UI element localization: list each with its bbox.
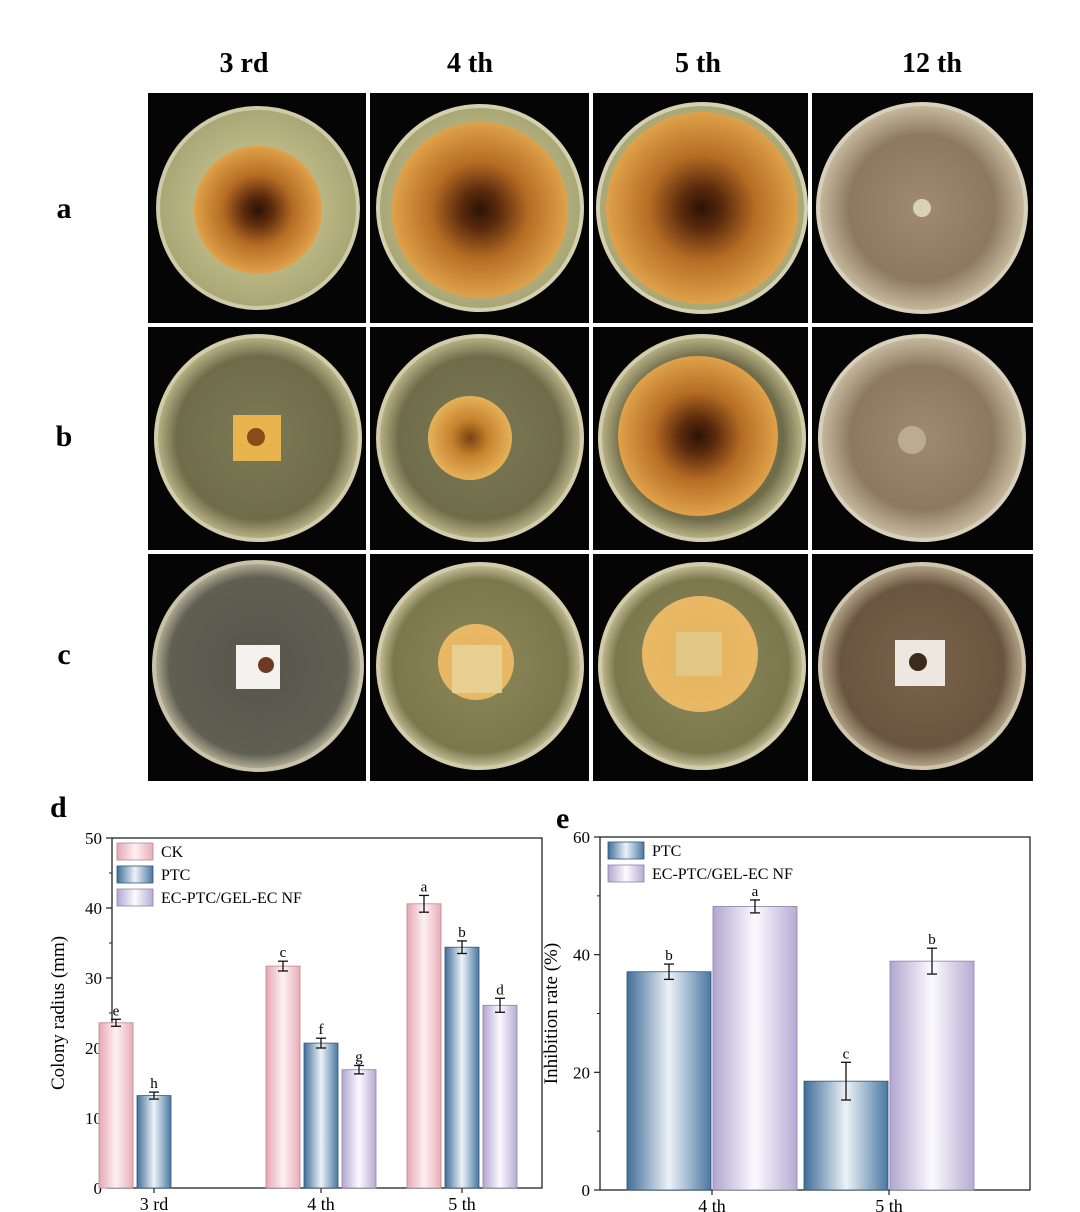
y-tick-label: 60 xyxy=(573,828,590,847)
y-tick-label: 40 xyxy=(85,899,102,918)
legend-swatch xyxy=(607,864,645,883)
x-tick-label: 3 rd xyxy=(140,1194,169,1212)
significance-letter: a xyxy=(421,879,428,895)
significance-letter: c xyxy=(843,1046,850,1062)
bar xyxy=(406,903,442,1189)
significance-letter: e xyxy=(113,1003,120,1019)
photo-divider xyxy=(148,550,1033,554)
significance-letter: g xyxy=(355,1050,363,1066)
day-header-12th: 12 th xyxy=(902,48,962,79)
y-axis-label: Inhibition rate (%) xyxy=(541,943,562,1084)
colony-radius-chart: 0 10 20 30 40 50 Colony radius (mm) 3 rd e h 4 th c… xyxy=(48,829,543,1212)
panel-label-e: e xyxy=(556,802,569,835)
bar xyxy=(626,971,712,1191)
legend-swatch xyxy=(116,842,154,861)
row-label-c: c xyxy=(57,638,70,671)
row-label-a: a xyxy=(57,192,72,225)
day-header-3rd: 3 rd xyxy=(220,48,269,79)
x-tick-label: 4 th xyxy=(307,1194,335,1212)
bar xyxy=(341,1069,377,1189)
significance-letter: h xyxy=(150,1076,158,1092)
legend-label: EC-PTC/GEL-EC NF xyxy=(652,866,793,883)
legend-label: PTC xyxy=(161,867,190,884)
y-tick-label: 20 xyxy=(85,1039,102,1058)
dish-c-5th xyxy=(598,562,806,770)
dish-b-4th xyxy=(376,334,584,542)
significance-letter: f xyxy=(319,1022,324,1038)
photo-divider xyxy=(589,93,593,781)
dish-b-3rd xyxy=(154,334,362,542)
y-tick-label: 50 xyxy=(85,829,102,848)
bar xyxy=(889,960,975,1191)
photo-divider xyxy=(366,93,370,781)
legend-swatch xyxy=(116,888,154,907)
bar xyxy=(482,1004,518,1189)
bar xyxy=(444,946,480,1189)
dish-a-12th xyxy=(816,102,1028,314)
bar xyxy=(303,1042,339,1189)
dish-c-12th xyxy=(818,562,1026,770)
x-tick-label: 5 th xyxy=(875,1196,903,1212)
legend-swatch xyxy=(607,841,645,860)
photo-divider xyxy=(808,93,812,781)
x-tick-label: 5 th xyxy=(448,1194,476,1212)
row-label-b: b xyxy=(56,420,73,453)
significance-letter: a xyxy=(752,884,759,900)
panel-label-d: d xyxy=(50,791,67,824)
bar xyxy=(98,1022,134,1189)
dish-a-5th xyxy=(596,102,808,314)
dish-b-5th xyxy=(598,334,806,542)
legend-label: PTC xyxy=(652,843,681,860)
petri-dish-photo-grid: 3 rd 4 th 5 th 12 th a b c xyxy=(56,48,1033,781)
bar xyxy=(265,965,301,1189)
y-tick-label: 10 xyxy=(85,1109,102,1128)
day-header-5th: 5 th xyxy=(675,48,721,79)
photo-divider xyxy=(148,323,1033,327)
y-tick-label: 0 xyxy=(582,1181,591,1200)
y-tick-label: 0 xyxy=(94,1179,103,1198)
significance-letter: d xyxy=(496,982,504,998)
dish-a-3rd xyxy=(156,106,360,310)
significance-letter: c xyxy=(280,945,287,961)
significance-letter: b xyxy=(928,932,936,948)
dish-c-4th xyxy=(376,562,584,770)
significance-letter: b xyxy=(665,948,673,964)
y-tick-label: 40 xyxy=(573,946,590,965)
x-tick-label: 4 th xyxy=(698,1196,726,1212)
y-axis-label: Colony radius (mm) xyxy=(48,936,69,1090)
dish-b-12th xyxy=(818,334,1026,542)
day-header-4th: 4 th xyxy=(447,48,493,79)
dish-c-3rd xyxy=(152,560,364,772)
bar-charts: d e 0 10 20 30 40 50 Colony radius (mm) 3 rd e h 4… xyxy=(48,791,1031,1212)
bar xyxy=(136,1095,172,1189)
y-tick-label: 20 xyxy=(573,1063,590,1082)
bar xyxy=(712,906,798,1191)
legend-label: EC-PTC/GEL-EC NF xyxy=(161,890,302,907)
legend-label: CK xyxy=(161,844,184,861)
y-tick-label: 30 xyxy=(85,969,102,988)
significance-letter: b xyxy=(458,925,466,941)
dish-a-4th xyxy=(376,104,584,312)
legend-swatch xyxy=(116,865,154,884)
inhibition-rate-chart: 0 20 40 60 Inhibition rate (%) 4 th b a 5 th c b PT… xyxy=(541,828,1031,1212)
